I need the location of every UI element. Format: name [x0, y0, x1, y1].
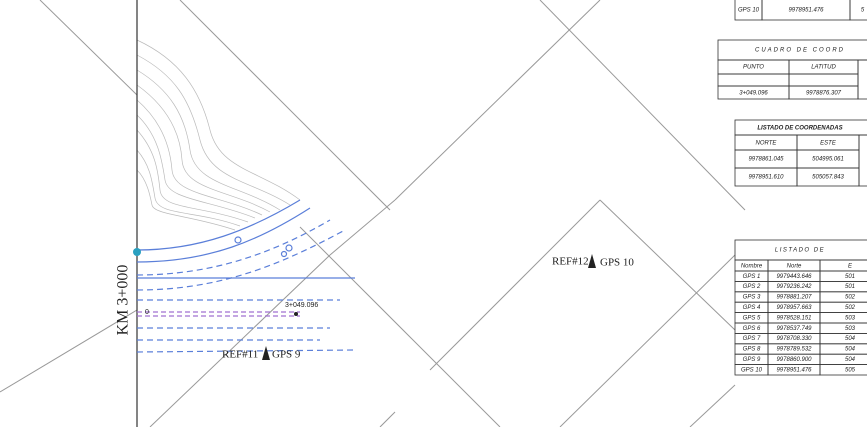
- table-text: 3+049.096: [739, 91, 768, 97]
- table-text: 9978789.532: [776, 347, 812, 353]
- table-text: 9979443.646: [776, 274, 812, 280]
- label: GPS 10: [600, 257, 634, 269]
- table-cell: [819, 332, 867, 345]
- table-text: 9979236.242: [776, 284, 812, 290]
- table-cell: [819, 364, 867, 376]
- label: REF#11: [222, 349, 258, 361]
- table-text: 9978861.045: [748, 157, 784, 163]
- table-text: E: [848, 264, 853, 270]
- table-text: 501: [845, 284, 855, 290]
- table-text: 505057.843: [812, 175, 844, 181]
- diagonal-lines: [0, 0, 746, 427]
- table-cell: [819, 259, 867, 272]
- table-text: LATITUD: [811, 65, 836, 71]
- table-text: Nombre: [741, 264, 763, 270]
- table-text: PUNTO: [743, 65, 764, 71]
- table-text: 9978951.476: [788, 8, 824, 14]
- label: REF#12: [552, 256, 589, 268]
- table-cell: [819, 280, 867, 293]
- table-text: GPS 10: [738, 8, 760, 14]
- label: GPS 9: [272, 349, 301, 361]
- table-text: 504: [845, 336, 856, 342]
- table-cell: [819, 270, 867, 282]
- gps-icon: [588, 254, 596, 268]
- road: [136, 199, 356, 353]
- table-text: 9978537.749: [776, 326, 812, 332]
- table-text: GPS 6: [743, 326, 761, 332]
- label: 0: [145, 309, 149, 316]
- table-text: 9978951.610: [748, 175, 784, 181]
- table-text: Norte: [787, 264, 802, 270]
- table-text: LISTADO DE COORDENADAS: [757, 126, 842, 132]
- table-cell: [819, 343, 867, 355]
- table-cell: [858, 134, 867, 187]
- table-text: 505: [845, 367, 856, 373]
- table-text: 503: [845, 326, 856, 332]
- table-text: GPS 9: [743, 357, 761, 363]
- table-text: GPS 5: [743, 315, 761, 321]
- table-text: 9978876.307: [806, 91, 842, 97]
- table-text: 504995.061: [812, 157, 844, 163]
- table-cell: [819, 322, 867, 334]
- table-text: GPS 2: [743, 284, 761, 290]
- table-text: GPS 4: [743, 305, 761, 311]
- table-text: 503: [845, 315, 856, 321]
- table-text: 9978951.476: [776, 367, 812, 373]
- table-text: 5: [861, 8, 865, 14]
- table-text: GPS 10: [741, 367, 763, 373]
- table-text: 9978881.207: [776, 295, 812, 301]
- table-text: 504: [845, 357, 856, 363]
- table-text: LISTADO DE: [775, 248, 825, 254]
- gps-icon: [262, 346, 270, 360]
- table-text: 9978957.663: [776, 305, 812, 311]
- table-cell: [819, 301, 867, 314]
- table-cell: [857, 59, 867, 100]
- table-text: 9978528.151: [776, 315, 811, 321]
- table-cell: [849, 0, 867, 21]
- table-cell: [819, 353, 867, 366]
- marker: [133, 248, 141, 256]
- table-cell: [819, 312, 867, 324]
- label: 3+049.096: [285, 302, 318, 309]
- table-text: GPS 8: [743, 347, 761, 353]
- table-text: NORTE: [756, 141, 778, 147]
- table-cell: [717, 73, 790, 87]
- table-text: GPS 7: [743, 336, 761, 342]
- point: [294, 312, 298, 316]
- contours: [136, 39, 301, 231]
- table-text: 501: [845, 274, 855, 280]
- tables: GPS 10 9978951.476 5 CUADRO DE COORD PUNTO 3+…: [717, 0, 867, 376]
- station-label: KM 3+000: [115, 265, 132, 336]
- table-text: 502: [845, 295, 856, 301]
- table-text: GPS 1: [743, 274, 761, 280]
- table-text: GPS 3: [743, 295, 761, 301]
- table-cell: [819, 291, 867, 303]
- table-text: 504: [845, 347, 856, 353]
- table-text: ESTE: [820, 141, 837, 147]
- table-cell: [788, 73, 859, 87]
- table-text: 9978708.330: [776, 336, 812, 342]
- table-text: CUADRO DE COORD: [755, 48, 845, 54]
- table-text: 9978860.900: [776, 357, 812, 363]
- table-text: 502: [845, 305, 856, 311]
